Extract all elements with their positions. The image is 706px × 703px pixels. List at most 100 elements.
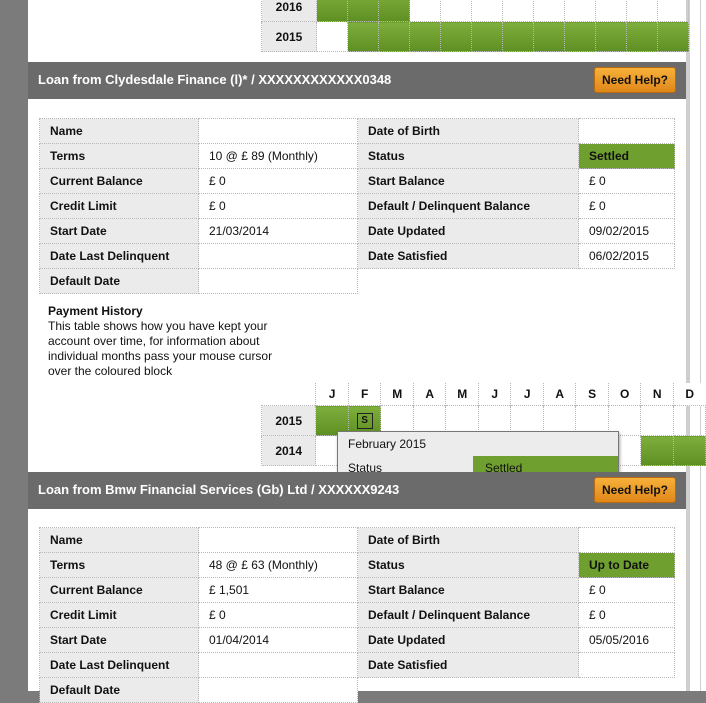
field-value: £ 0 [198,193,358,219]
month-status-block[interactable] [533,21,565,52]
month-cell [575,405,609,436]
field-value [578,652,675,678]
month-status-block[interactable] [502,21,534,52]
tooltip-status-label: Status [348,461,383,475]
month-cell [595,0,627,22]
month-cell [640,405,674,436]
scrollbar-edge [700,0,701,691]
history-year: 2016 [261,0,317,22]
field-label: Default / Delinquent Balance [357,193,579,219]
month-status-block[interactable] [347,21,379,52]
field-value [198,652,358,678]
field-value: 48 @ £ 63 (Monthly) [198,552,358,578]
field-label: Start Balance [357,168,579,194]
detail-row: Date Last Delinquent Date Satisfied [39,652,675,678]
month-header: J [315,383,349,406]
history-year: 2015 [261,21,317,52]
month-status-block[interactable] [409,21,441,52]
month-status-block[interactable] [315,405,349,436]
month-header: F [347,383,381,406]
field-value [198,677,358,703]
month-status-block[interactable] [378,21,410,52]
detail-row: Name Date of Birth [39,527,675,553]
need-help-button[interactable]: Need Help? [594,67,676,93]
need-help-button[interactable]: Need Help? [594,477,676,503]
month-status-block[interactable] [626,21,658,52]
detail-row: Default Date [39,677,675,703]
field-label: Status [357,143,579,169]
field-value: £ 0 [198,168,358,194]
detail-row: Start Date 21/03/2014 Date Updated 09/02/20… [39,218,675,244]
payment-history-info: Payment History This table shows how you… [48,304,288,379]
month-status-block[interactable] [347,0,379,22]
field-value: 10 @ £ 89 (Monthly) [198,143,358,169]
month-cell [533,0,565,22]
month-status-block[interactable] [564,21,596,52]
month-cell [502,0,534,22]
empty-cell [579,269,675,294]
detail-row: Start Date 01/04/2014 Date Updated 05/05/20… [39,627,675,653]
field-label: Name [39,118,199,144]
field-value: £ 0 [578,602,675,628]
month-header: A [542,383,576,406]
scrollbar-track[interactable] [686,0,706,691]
month-status-block[interactable] [471,21,503,52]
month-header: N [640,383,674,406]
month-status-block-settled[interactable]: S [347,405,382,436]
month-status-block[interactable] [640,435,674,466]
field-label: Name [39,527,199,553]
field-label: Date of Birth [357,527,579,553]
history-row: 2015 [261,21,689,52]
month-status-block[interactable] [440,21,472,52]
field-label: Start Date [39,627,199,653]
field-label: Date Last Delinquent [39,652,199,678]
field-label: Date of Birth [357,118,579,144]
month-status-block[interactable] [316,0,348,22]
month-cell [657,0,689,22]
field-value [198,118,358,144]
field-value [578,118,675,144]
month-header: J [477,383,511,406]
month-header: O [607,383,641,406]
month-status-block[interactable] [595,21,627,52]
month-cell [471,0,503,22]
month-status-block[interactable] [657,21,689,52]
payment-history-table-previous: 2016 2015 [261,0,689,52]
field-label: Date Satisfied [357,652,579,678]
month-header: S [575,383,609,406]
history-year: 2014 [260,435,317,466]
month-status-block[interactable] [672,435,706,466]
status-badge: Up to Date [578,552,675,578]
field-label: Current Balance [39,577,199,603]
empty-cell [358,269,579,294]
field-value: £ 0 [578,193,675,219]
field-label: Credit Limit [39,602,199,628]
field-label: Default / Delinquent Balance [357,602,579,628]
history-year: 2015 [260,405,317,436]
month-cell [672,405,706,436]
detail-row: Current Balance £ 1,501 Start Balance £ 0 [39,577,675,603]
detail-row: Current Balance £ 0 Start Balance £ 0 [39,168,675,194]
loan-details-table: Name Date of Birth Terms 10 @ £ 89 (Monthly… [39,118,675,294]
field-label: Terms [39,143,199,169]
loan-title: Loan from Bmw Financial Services (Gb) Lt… [38,482,400,497]
field-label: Date Last Delinquent [39,243,199,269]
payment-history-description: This table shows how you have kept your … [48,319,273,378]
detail-row: Default Date [39,268,675,294]
field-value [198,243,358,269]
field-label: Date Updated [357,627,579,653]
empty-cell [358,678,579,703]
detail-row: Date Last Delinquent Date Satisfied 06/02/… [39,243,675,269]
month-status-block[interactable] [378,0,410,22]
field-value: 09/02/2015 [578,218,675,244]
detail-row: Credit Limit £ 0 Default / Delinquent Bala… [39,602,675,628]
month-cell [380,405,414,436]
field-value: 06/02/2015 [578,243,675,269]
settled-marker: S [356,413,373,429]
field-value [578,527,675,553]
detail-row: Name Date of Birth [39,118,675,144]
month-header: D [672,383,706,406]
history-row: 2015 S [260,405,706,436]
field-label: Credit Limit [39,193,199,219]
empty-cell [579,678,675,703]
